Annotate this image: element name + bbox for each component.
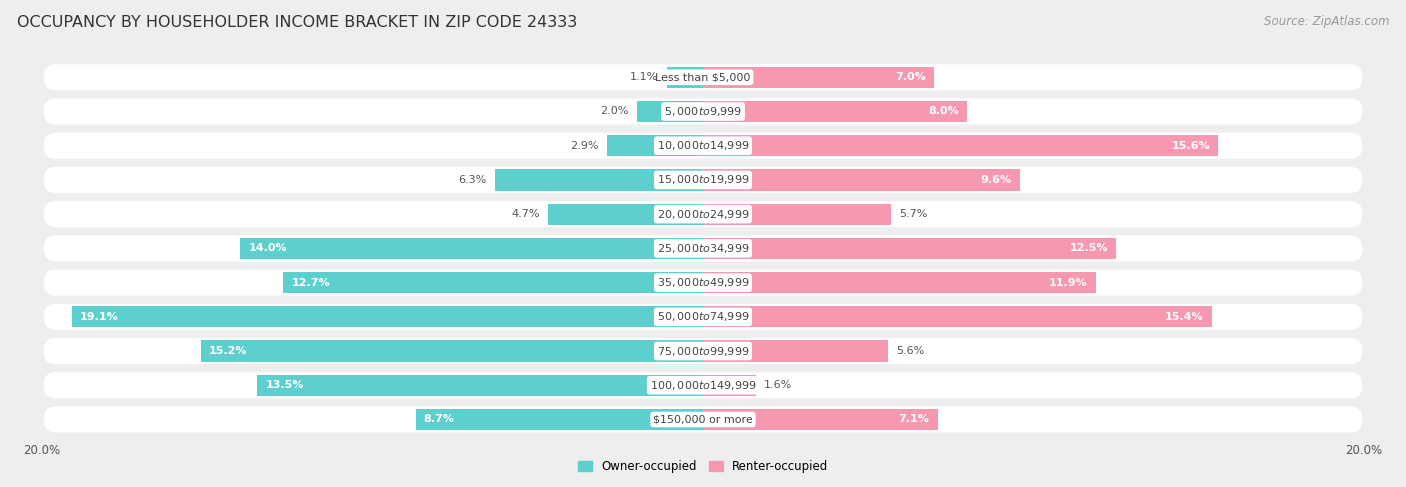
Text: 1.1%: 1.1%: [630, 72, 658, 82]
Bar: [703, 101, 967, 122]
FancyBboxPatch shape: [44, 372, 1362, 398]
FancyBboxPatch shape: [44, 64, 1362, 90]
Bar: [703, 375, 756, 396]
Text: 19.1%: 19.1%: [80, 312, 120, 322]
Text: Less than $5,000: Less than $5,000: [655, 72, 751, 82]
Text: $20,000 to $24,999: $20,000 to $24,999: [657, 207, 749, 221]
FancyBboxPatch shape: [44, 270, 1362, 296]
Text: 15.2%: 15.2%: [209, 346, 247, 356]
Text: $50,000 to $74,999: $50,000 to $74,999: [657, 310, 749, 323]
Bar: [703, 409, 938, 430]
FancyBboxPatch shape: [44, 407, 1362, 432]
Bar: [201, 340, 703, 362]
Text: 11.9%: 11.9%: [1049, 278, 1088, 288]
Bar: [666, 67, 703, 88]
Bar: [257, 375, 703, 396]
Bar: [495, 169, 703, 190]
Text: 6.3%: 6.3%: [458, 175, 486, 185]
Text: 15.6%: 15.6%: [1171, 141, 1211, 150]
Bar: [703, 340, 889, 362]
Bar: [703, 135, 1219, 156]
Bar: [284, 272, 703, 293]
Bar: [703, 272, 1097, 293]
Text: 4.7%: 4.7%: [510, 209, 540, 219]
Text: 12.5%: 12.5%: [1069, 244, 1108, 253]
Text: 7.0%: 7.0%: [896, 72, 927, 82]
Bar: [637, 101, 703, 122]
Text: 2.0%: 2.0%: [600, 107, 628, 116]
FancyBboxPatch shape: [44, 201, 1362, 227]
Text: 13.5%: 13.5%: [266, 380, 304, 390]
Text: $100,000 to $149,999: $100,000 to $149,999: [650, 379, 756, 392]
Text: $150,000 or more: $150,000 or more: [654, 414, 752, 425]
Legend: Owner-occupied, Renter-occupied: Owner-occupied, Renter-occupied: [572, 455, 834, 478]
Text: 8.0%: 8.0%: [928, 107, 959, 116]
Text: 9.6%: 9.6%: [981, 175, 1012, 185]
Text: 15.4%: 15.4%: [1166, 312, 1204, 322]
Text: 12.7%: 12.7%: [291, 278, 330, 288]
Bar: [72, 306, 703, 327]
Text: 2.9%: 2.9%: [571, 141, 599, 150]
Bar: [607, 135, 703, 156]
FancyBboxPatch shape: [44, 338, 1362, 364]
Bar: [703, 169, 1021, 190]
Bar: [416, 409, 703, 430]
Text: $10,000 to $14,999: $10,000 to $14,999: [657, 139, 749, 152]
Text: $75,000 to $99,999: $75,000 to $99,999: [657, 344, 749, 357]
Text: OCCUPANCY BY HOUSEHOLDER INCOME BRACKET IN ZIP CODE 24333: OCCUPANCY BY HOUSEHOLDER INCOME BRACKET …: [17, 15, 576, 30]
Text: 8.7%: 8.7%: [423, 414, 454, 425]
Bar: [703, 67, 934, 88]
Text: 1.6%: 1.6%: [763, 380, 793, 390]
Bar: [703, 204, 891, 225]
Text: 5.7%: 5.7%: [900, 209, 928, 219]
Text: $15,000 to $19,999: $15,000 to $19,999: [657, 173, 749, 187]
FancyBboxPatch shape: [44, 98, 1362, 125]
Bar: [548, 204, 703, 225]
Text: Source: ZipAtlas.com: Source: ZipAtlas.com: [1264, 15, 1389, 28]
Bar: [703, 238, 1116, 259]
Bar: [240, 238, 703, 259]
Text: $5,000 to $9,999: $5,000 to $9,999: [664, 105, 742, 118]
Bar: [703, 306, 1212, 327]
Text: 7.1%: 7.1%: [898, 414, 929, 425]
FancyBboxPatch shape: [44, 235, 1362, 262]
FancyBboxPatch shape: [44, 304, 1362, 330]
Text: 5.6%: 5.6%: [896, 346, 925, 356]
Text: $35,000 to $49,999: $35,000 to $49,999: [657, 276, 749, 289]
Text: $25,000 to $34,999: $25,000 to $34,999: [657, 242, 749, 255]
FancyBboxPatch shape: [44, 167, 1362, 193]
FancyBboxPatch shape: [44, 132, 1362, 159]
Text: 14.0%: 14.0%: [249, 244, 287, 253]
